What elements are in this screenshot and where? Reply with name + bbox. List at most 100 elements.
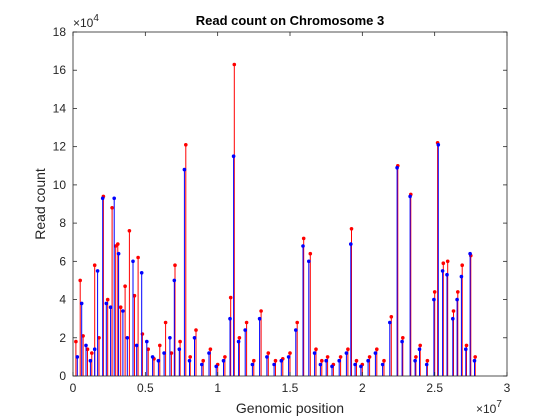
- series-1-point: [173, 263, 177, 268]
- chart-title: Read count on Chromosome 3: [196, 13, 385, 28]
- series-2-point: [250, 362, 255, 367]
- series-2-point: [445, 272, 449, 277]
- series-1-point: [184, 143, 188, 147]
- series-1-point: [259, 309, 263, 313]
- series-1-point: [389, 315, 394, 319]
- series-1-point: [382, 358, 386, 363]
- series-2-point: [455, 297, 459, 302]
- x-tick-label: 0.5: [137, 381, 154, 395]
- series-2-point: [400, 339, 404, 344]
- series-2-point: [207, 351, 211, 355]
- x-axis-ticks: 0 0.5 1 1.5 2 2.5 3: [70, 32, 511, 395]
- series-1-point: [85, 347, 90, 352]
- y-tick-label: 12: [53, 140, 67, 154]
- series-1-point: [232, 62, 237, 67]
- x-axis-label: Genomic position: [236, 400, 344, 416]
- series-1-point: [118, 305, 123, 310]
- series-2-point: [436, 143, 441, 147]
- series-1-point: [445, 259, 450, 264]
- series-1-line: [75, 64, 476, 376]
- series-1-point: [473, 355, 478, 359]
- series-2-point: [200, 362, 204, 367]
- series-2-point: [162, 351, 166, 355]
- y-axis-label: Read count: [32, 168, 48, 240]
- series-1-point: [441, 261, 446, 266]
- series-1-point: [140, 332, 145, 336]
- x-tick-label: 2.5: [426, 381, 443, 395]
- y-tick-label: 0: [59, 369, 66, 383]
- series-2-point: [187, 358, 192, 363]
- series-2-point: [145, 339, 149, 344]
- series-1-point: [223, 355, 227, 359]
- y-exponent-label: ×104: [73, 13, 99, 30]
- series-2-point: [388, 320, 392, 325]
- series-1-point: [273, 358, 278, 363]
- series-2-point: [84, 343, 88, 348]
- series-2-point: [156, 358, 161, 363]
- series-2-point: [432, 297, 436, 302]
- series-2-point: [125, 336, 130, 340]
- series-1-point: [132, 293, 137, 298]
- series-2-point: [150, 355, 155, 359]
- series-2-point: [131, 259, 135, 264]
- series-2-point: [221, 358, 226, 363]
- series-1-point: [90, 351, 94, 355]
- series-2-point: [472, 358, 477, 363]
- series-2-point: [243, 328, 247, 332]
- series-2-point: [272, 362, 276, 367]
- series-2-point: [417, 347, 422, 352]
- x-tick-label: 3: [504, 381, 511, 395]
- series-2-point: [177, 347, 182, 352]
- y-tick-label: 8: [59, 216, 66, 230]
- chart-marks: [74, 62, 478, 376]
- series-2-point: [373, 351, 378, 355]
- series-1-point: [320, 358, 324, 363]
- series-1-point: [349, 227, 354, 231]
- series-2-point: [139, 271, 144, 275]
- series-2: [75, 143, 477, 376]
- series-1-point: [127, 229, 132, 233]
- series-1-point: [418, 343, 423, 348]
- series-2-point: [337, 358, 342, 363]
- series-1-point: [460, 263, 465, 268]
- y-tick-label: 10: [53, 178, 67, 192]
- series-2-point: [172, 278, 177, 283]
- series-1-point: [74, 339, 78, 344]
- series-1-point: [338, 355, 343, 359]
- series-2-point: [324, 358, 329, 363]
- series-2-point: [214, 364, 218, 369]
- series-1-point: [451, 309, 456, 313]
- series-1-point: [136, 255, 140, 260]
- series-2-point: [134, 343, 139, 348]
- series-2-point: [75, 355, 80, 359]
- series-1-point: [163, 320, 168, 325]
- series-1-point: [314, 347, 318, 352]
- series-2-point: [182, 167, 187, 172]
- y-axis-ticks: 0 2 4 6 8 10 12 14 16 18: [53, 25, 507, 383]
- series-1-point: [432, 290, 437, 294]
- series-2-point: [231, 154, 236, 158]
- series-1-point: [110, 206, 114, 210]
- series-2-line: [76, 144, 475, 376]
- series-2-point: [104, 301, 109, 306]
- series-1-point: [116, 242, 120, 246]
- series-2-point: [92, 347, 97, 352]
- series-1-point: [425, 358, 430, 363]
- series-1-point: [244, 320, 249, 325]
- series-2-point: [330, 364, 334, 369]
- x-tick-label: 0: [70, 381, 77, 395]
- series-2-point: [121, 309, 125, 313]
- series-1-point: [401, 336, 405, 340]
- series-1-point: [228, 295, 233, 300]
- series-2-point: [100, 196, 105, 201]
- series-2-point: [95, 269, 100, 273]
- series-1-point: [188, 355, 192, 359]
- series-1-point: [194, 328, 198, 332]
- series-2-point: [116, 251, 121, 256]
- series-2-point: [440, 269, 445, 273]
- series-2-point: [168, 336, 172, 340]
- series-2-point: [380, 362, 385, 367]
- series-1-point: [92, 263, 97, 268]
- series-2-point: [408, 194, 412, 199]
